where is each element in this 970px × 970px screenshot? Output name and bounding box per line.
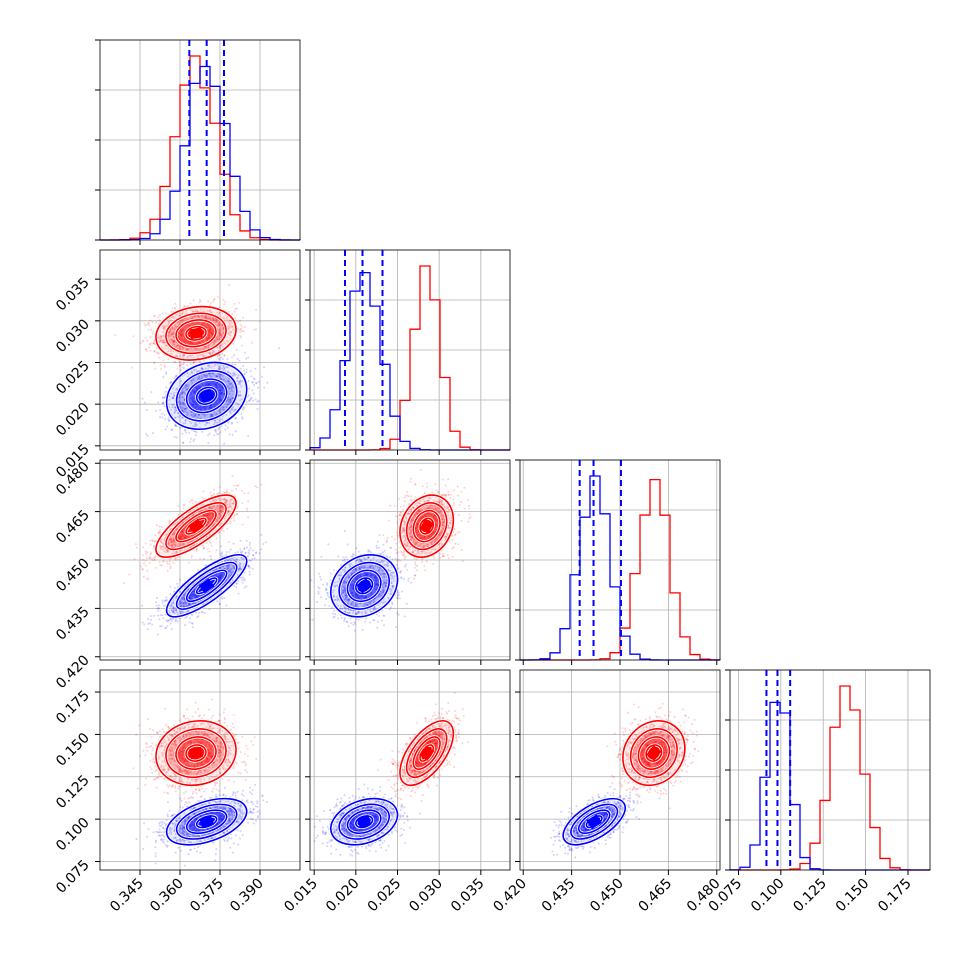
y-tick-label-4: 0.150 (53, 730, 93, 770)
panel-frame (99, 249, 301, 451)
x-tick-label-3: 0.435 (539, 876, 579, 916)
x-tick-label-2: 0.025 (365, 876, 405, 916)
scatter-panel-1-3 (95, 459, 301, 665)
x-tick-label-1: 0.360 (147, 876, 187, 916)
density-peak-series_a (646, 745, 662, 761)
x-tick-label-3: 0.450 (587, 876, 627, 916)
x-tick-label-1: 0.375 (187, 876, 227, 916)
density-peak-series_b (356, 578, 372, 594)
y-tick-label-2: 0.030 (53, 316, 93, 356)
density-contours-series_b (561, 797, 627, 847)
density-contours-series_b (329, 797, 400, 847)
x-tick-label-4: 0.150 (833, 876, 873, 916)
histogram-panel-4 (725, 669, 931, 875)
x-tick-label-2: 0.030 (406, 876, 446, 916)
density-contours-series_a (154, 719, 238, 787)
density-peak-series_b (586, 814, 602, 830)
density-contours-series_a (621, 719, 687, 787)
scatter-panel-3-4 (515, 669, 721, 875)
x-tick-label-3: 0.465 (636, 876, 676, 916)
y-tick-label-4: 0.125 (53, 772, 93, 812)
density-peak-series_a (419, 745, 435, 761)
y-tick-label-4: 0.175 (53, 688, 93, 728)
panel-frame (309, 669, 511, 871)
y-tick-label-3: 0.420 (53, 652, 93, 692)
density-peak-series_a (419, 518, 434, 534)
histogram-panel-1 (95, 39, 301, 245)
x-tick-label-2: 0.015 (281, 876, 321, 916)
histogram-panel-2 (305, 249, 511, 455)
density-contours-series_b (165, 553, 249, 619)
density-contours-series_a (398, 493, 455, 559)
scatter-panel-2-4 (305, 669, 511, 875)
x-tick-label-2: 0.020 (323, 876, 363, 916)
density-peak-series_a (189, 746, 203, 760)
scatter-panel-1-2 (95, 249, 301, 455)
x-tick-label-3: 0.420 (490, 876, 530, 916)
density-peak-series_a (188, 518, 204, 534)
x-tick-label-4: 0.100 (748, 876, 788, 916)
y-tick-label-3: 0.435 (53, 604, 93, 644)
density-contours-series_a (398, 719, 455, 787)
density-peak-series_a (189, 327, 203, 340)
scatter-panel-1-4 (95, 669, 301, 875)
x-tick-label-4: 0.175 (875, 876, 915, 916)
density-peak-series_b (199, 815, 214, 829)
x-tick-label-1: 0.345 (107, 876, 147, 916)
histogram-panel-3 (515, 459, 721, 665)
y-tick-label-4: 0.075 (53, 857, 93, 897)
density-contours-series_b (165, 360, 249, 431)
density-contours-series_a (154, 305, 238, 362)
x-tick-label-4: 0.125 (790, 876, 830, 916)
density-contours-series_b (165, 797, 249, 847)
density-contours-series_b (329, 553, 400, 619)
panel-frame (99, 669, 301, 871)
density-contours-series_a (154, 493, 238, 559)
y-tick-label-2: 0.020 (53, 400, 93, 440)
x-tick-label-1: 0.390 (227, 876, 267, 916)
y-tick-label-3: 0.465 (53, 507, 93, 547)
density-peak-series_b (356, 814, 372, 829)
y-tick-label-4: 0.100 (53, 815, 93, 855)
density-peak-series_b (198, 578, 215, 594)
y-tick-label-2: 0.035 (53, 275, 93, 315)
y-tick-label-3: 0.450 (53, 556, 93, 596)
density-peak-series_b (199, 388, 215, 403)
x-tick-label-2: 0.035 (448, 876, 488, 916)
y-tick-label-2: 0.025 (53, 358, 93, 398)
scatter-panel-2-3 (305, 459, 511, 665)
